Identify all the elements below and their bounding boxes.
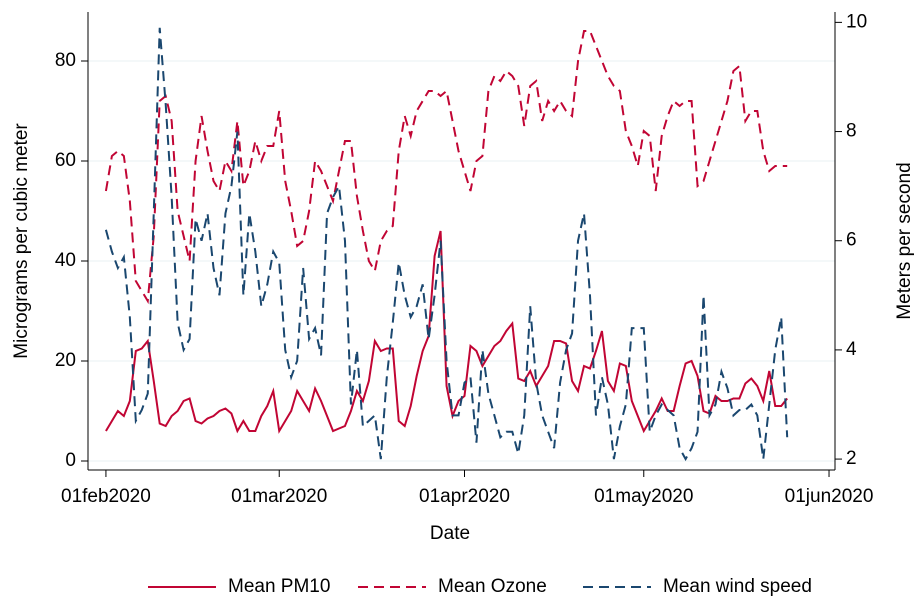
y2-tick-label: 10 bbox=[846, 11, 867, 32]
x-axis-title: Date bbox=[430, 523, 470, 544]
y-axis-title: Micrograms per cubic meter bbox=[11, 123, 32, 359]
x-tick-label: 01jun2020 bbox=[785, 486, 874, 507]
y-tick-label: 0 bbox=[65, 450, 76, 471]
y2-tick-label: 8 bbox=[846, 121, 857, 142]
y-tick-label: 20 bbox=[55, 350, 76, 371]
data-line bbox=[105, 230, 788, 434]
y-tick-label: 80 bbox=[55, 50, 76, 71]
legend-label: Mean PM10 bbox=[228, 576, 330, 597]
y-tick-label: 40 bbox=[55, 250, 76, 271]
data-line bbox=[104, 27, 789, 462]
x-tick-label: 01feb2020 bbox=[61, 486, 151, 507]
x-tick-label: 01mar2020 bbox=[231, 486, 327, 507]
y-tick-label: 60 bbox=[55, 150, 76, 171]
legend-label: Mean wind speed bbox=[663, 576, 812, 597]
legend-label: Mean Ozone bbox=[438, 576, 547, 597]
y2-tick-label: 6 bbox=[846, 230, 857, 251]
x-tick-label: 01may2020 bbox=[594, 486, 693, 507]
x-tick-label: 01apr2020 bbox=[419, 486, 510, 507]
y2-tick-label: 4 bbox=[846, 339, 857, 360]
y2-axis-title: Meters per second bbox=[894, 162, 915, 319]
y2-tick-label: 2 bbox=[846, 448, 857, 469]
